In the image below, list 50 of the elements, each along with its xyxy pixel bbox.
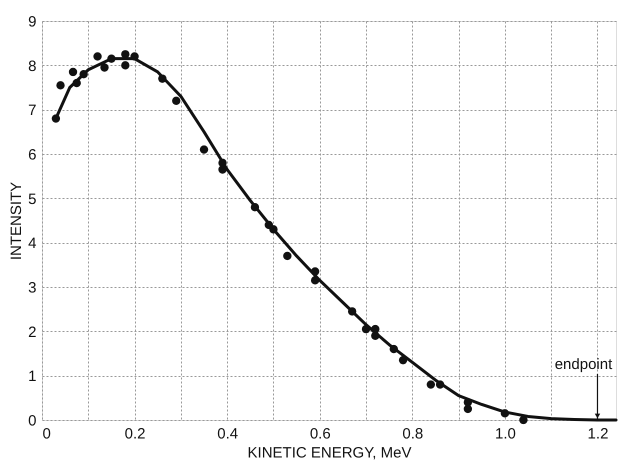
point [348,307,356,316]
annotation: endpoint [554,356,614,373]
point [426,380,436,389]
point [519,416,528,424]
point [310,276,320,285]
point [464,404,472,414]
point [283,252,292,260]
point [269,225,278,234]
point [200,145,208,154]
point [121,50,130,58]
x-tick-label: 0.6 [310,426,331,442]
point [310,267,320,276]
point [52,114,60,123]
x-tick-label: 0 [42,426,51,442]
point [79,70,88,78]
point [436,380,444,389]
point [500,409,510,418]
point [390,344,398,354]
y-tick-label: 5 [28,190,36,208]
point [121,61,130,70]
x-tick-label: 0.2 [124,426,146,442]
point [56,81,65,90]
point [158,74,167,83]
y-tick-label: 4 [28,235,36,252]
point [218,165,227,174]
y-tick-label: 6 [28,146,36,164]
y-tick-label: 1 [28,368,36,386]
point [107,54,116,63]
point [93,52,102,61]
x-tick-label: 0.8 [402,426,424,442]
point [130,52,139,61]
x-tick-label: 0.4 [217,426,238,442]
y-axis-title: INTENSITY [8,182,26,260]
x-tick-label: 1.0 [494,426,516,442]
x-tick-label: 1.2 [588,426,608,442]
point [172,96,180,105]
point [362,324,370,334]
point [371,332,380,340]
y-tick-label: 9 [28,14,36,30]
y-tick-label: 3 [28,280,36,296]
y-tick-label: 0 [28,412,36,430]
point [250,203,260,212]
point [72,78,81,88]
y-tick-label: 7 [28,102,36,120]
point [68,68,78,76]
point [100,63,109,72]
x-axis-title: KINETIC ENERGY, MeV [248,444,412,462]
y-tick-label: 8 [28,58,36,75]
y-tick-label: 2 [28,324,36,341]
point [398,356,408,364]
